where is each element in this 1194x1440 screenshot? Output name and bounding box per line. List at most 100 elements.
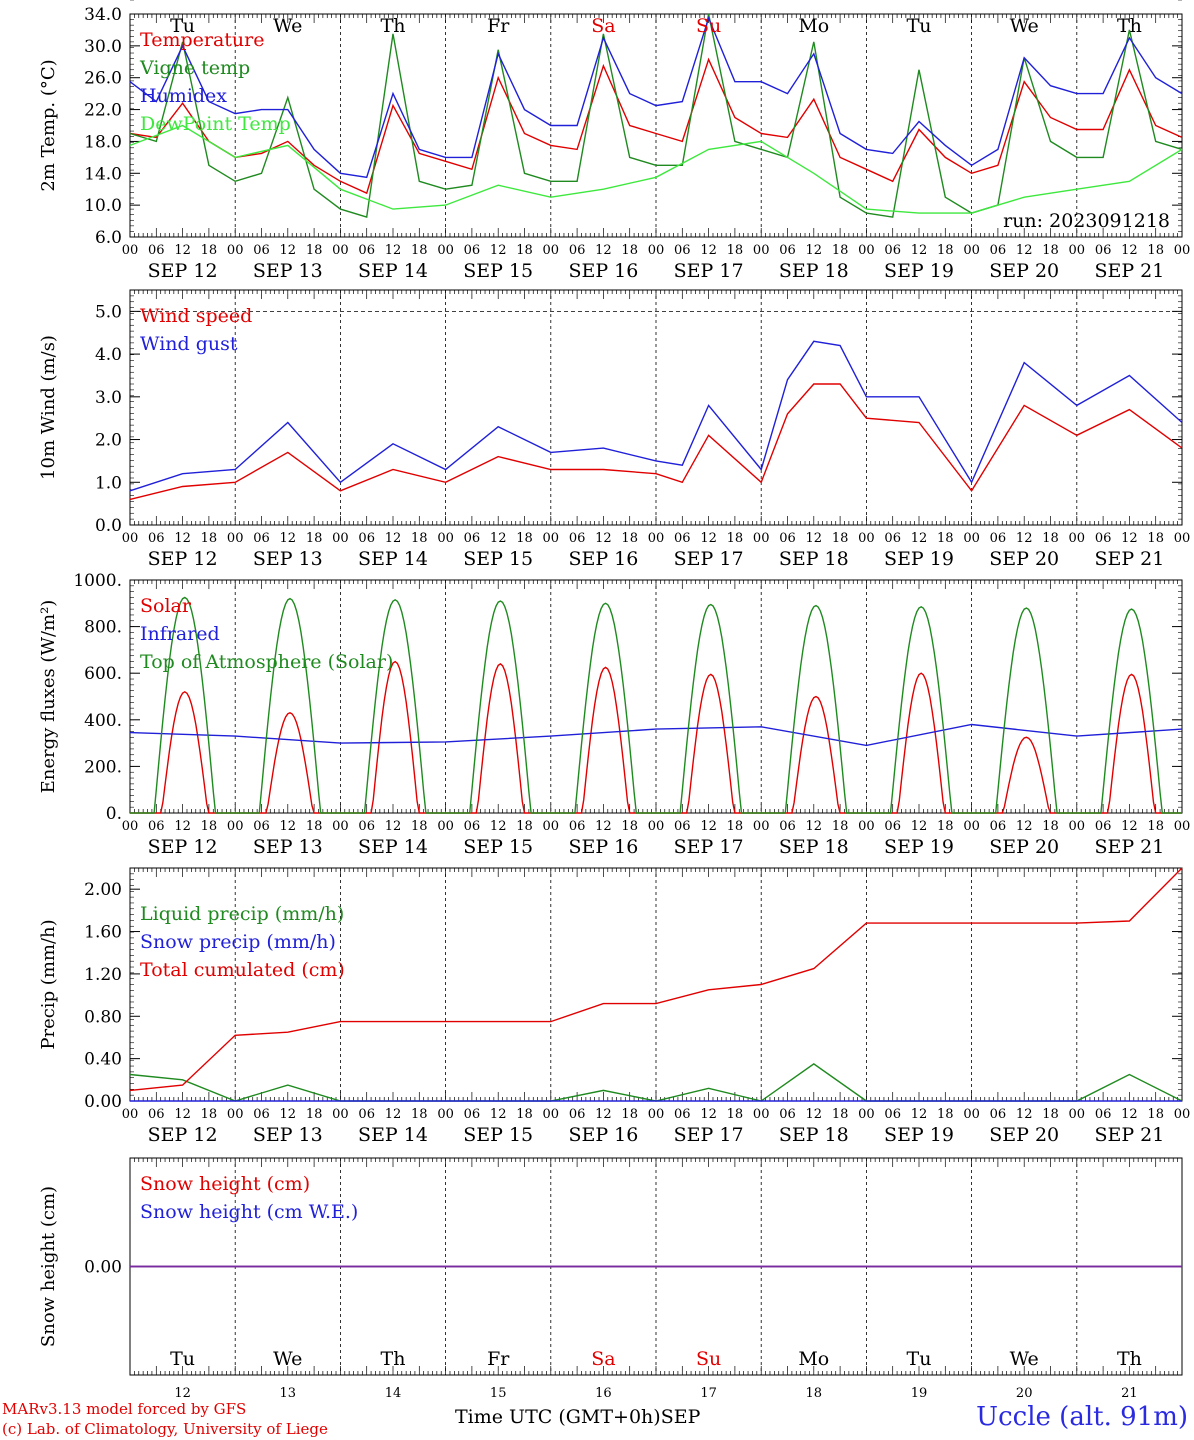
hour-label: 18: [832, 243, 849, 258]
hour-label: 06: [358, 531, 375, 546]
hour-label: 06: [148, 819, 165, 834]
y-axis-label: Energy fluxes (W/m²): [38, 600, 59, 794]
hour-label: 18: [1147, 1107, 1164, 1122]
hour-label: 18: [411, 243, 428, 258]
hour-label: 00: [858, 243, 875, 258]
weekday-label: Mo: [798, 15, 829, 37]
hour-label: 00: [1174, 243, 1191, 258]
date-label: SEP 21: [1094, 1124, 1164, 1146]
hour-label: 12: [280, 819, 297, 834]
legend-entry: Liquid precip (mm/h): [140, 903, 344, 925]
hour-label: 06: [148, 1107, 165, 1122]
weekday-label: Tu: [907, 15, 932, 37]
hour-label: 06: [253, 819, 270, 834]
legend-entry: Wind speed: [140, 305, 252, 327]
hour-label: 18: [832, 1107, 849, 1122]
hour-label: 00: [543, 531, 560, 546]
y-axis-label: 10m Wind (m/s): [38, 335, 59, 480]
hour-label: 00: [858, 819, 875, 834]
hour-label: 12: [280, 1107, 297, 1122]
y-tick-label: 18.0: [84, 132, 122, 152]
date-label: SEP 13: [253, 260, 323, 282]
hour-label: 00: [1069, 531, 1086, 546]
date-label: SEP 19: [884, 548, 954, 570]
hour-label: 00: [753, 531, 770, 546]
hour-label: 12: [911, 1107, 928, 1122]
date-label: SEP 19: [884, 260, 954, 282]
hour-label: 18: [411, 1107, 428, 1122]
day-number-label: 16: [595, 1386, 612, 1401]
y-tick-label: 800.: [84, 618, 122, 638]
hour-label: 12: [595, 243, 612, 258]
hour-label: 12: [1121, 243, 1138, 258]
y-tick-label: 0.00: [84, 1092, 122, 1112]
weekday-label: Th: [1117, 15, 1142, 37]
hour-label: 00: [437, 243, 454, 258]
hour-label: 06: [674, 819, 691, 834]
hour-label: 18: [1042, 531, 1059, 546]
day-number-label: 15: [490, 1386, 507, 1401]
hour-label: 12: [280, 243, 297, 258]
hour-label: 00: [332, 1107, 349, 1122]
hour-label: 06: [884, 1107, 901, 1122]
legend-entry: DewPoint Temp: [140, 113, 291, 135]
hour-label: 00: [1174, 1107, 1191, 1122]
hour-label: 00: [227, 1107, 244, 1122]
hour-label: 00: [963, 1107, 980, 1122]
hour-label: 06: [990, 531, 1007, 546]
hour-label: 12: [806, 1107, 823, 1122]
legend-entry: Solar: [140, 595, 192, 617]
hour-label: 00: [437, 531, 454, 546]
series-line-energy-1: [129, 723, 1183, 747]
y-tick-label: 0.40: [84, 1050, 122, 1070]
hour-label: 18: [621, 819, 638, 834]
weekday-label: Tu: [170, 15, 195, 37]
hour-label: 12: [490, 819, 507, 834]
date-label: SEP 17: [674, 260, 744, 282]
weekday-label: Sa: [591, 1348, 615, 1370]
panel-energy: [129, 579, 1183, 814]
date-label: SEP 20: [989, 1124, 1059, 1146]
hour-label: 12: [700, 1107, 717, 1122]
day-number-label: 13: [280, 1386, 297, 1401]
y-tick-label: 2.00: [84, 880, 122, 900]
hour-label: 00: [122, 819, 139, 834]
y-tick-label: 1.20: [84, 965, 122, 985]
hour-label: 18: [411, 819, 428, 834]
hour-label: 18: [727, 243, 744, 258]
weekday-label: Sa: [591, 15, 615, 37]
hour-label: 06: [779, 1107, 796, 1122]
hour-label: 06: [253, 1107, 270, 1122]
hour-label: 12: [911, 531, 928, 546]
hour-label: 06: [253, 531, 270, 546]
legend-entry: Temperature: [140, 29, 264, 51]
hour-label: 12: [595, 819, 612, 834]
date-label: SEP 18: [779, 260, 849, 282]
series-line-temperature-3: [129, 124, 1183, 214]
hour-label: 18: [727, 819, 744, 834]
hour-label: 12: [806, 243, 823, 258]
hour-label: 06: [779, 819, 796, 834]
y-tick-label: 6.0: [95, 228, 122, 248]
hour-label: 06: [569, 531, 586, 546]
date-label: SEP 12: [148, 836, 218, 858]
hour-label: 00: [543, 819, 560, 834]
date-label: SEP 12: [148, 1124, 218, 1146]
date-label: SEP 14: [358, 836, 428, 858]
hour-label: 06: [358, 1107, 375, 1122]
hour-label: 00: [1069, 819, 1086, 834]
hour-label: 18: [1042, 819, 1059, 834]
hour-label: 00: [1174, 531, 1191, 546]
legend-entry: Snow precip (mm/h): [140, 931, 336, 953]
hour-label: 12: [595, 1107, 612, 1122]
hour-label: 00: [122, 1107, 139, 1122]
hour-label: 00: [963, 243, 980, 258]
hour-label: 00: [753, 1107, 770, 1122]
hour-label: 00: [122, 531, 139, 546]
hour-label: 12: [174, 1107, 191, 1122]
y-tick-label: 2.0: [95, 431, 122, 451]
hour-label: 18: [1147, 243, 1164, 258]
hour-label: 18: [937, 1107, 954, 1122]
legend-entry: Wind gust: [140, 333, 238, 355]
hour-label: 12: [385, 243, 402, 258]
